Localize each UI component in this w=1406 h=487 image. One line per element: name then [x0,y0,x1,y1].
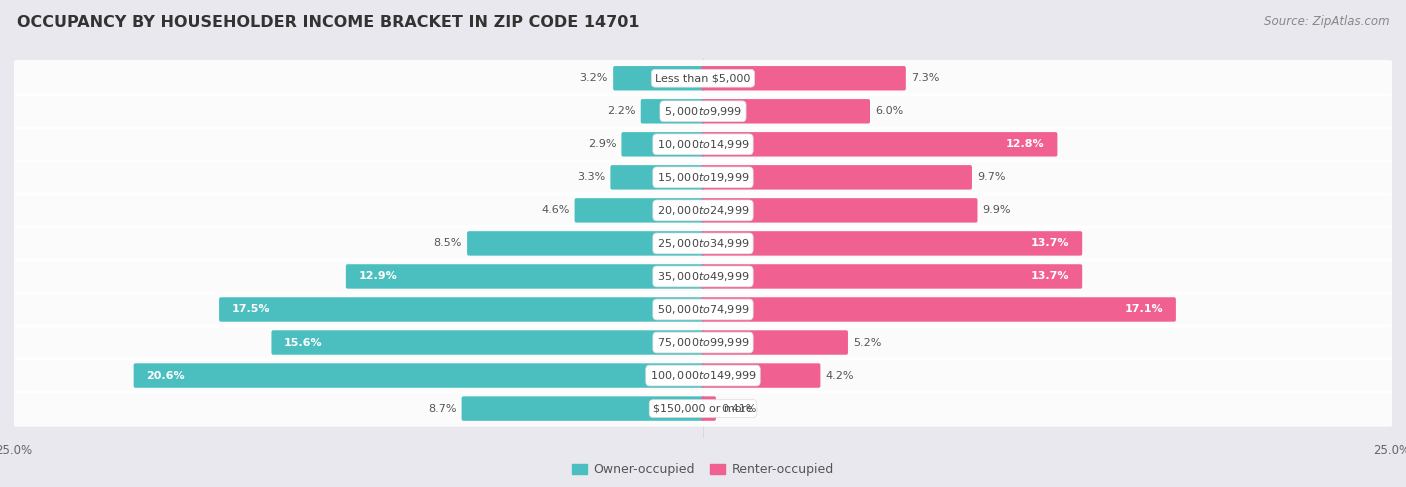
Text: 8.5%: 8.5% [433,239,461,248]
Text: 2.9%: 2.9% [588,139,616,150]
FancyBboxPatch shape [613,66,704,91]
Text: 3.2%: 3.2% [579,73,607,83]
Text: $10,000 to $14,999: $10,000 to $14,999 [657,138,749,151]
FancyBboxPatch shape [461,396,704,421]
Text: 0.41%: 0.41% [721,404,756,413]
FancyBboxPatch shape [13,357,1393,393]
Text: Source: ZipAtlas.com: Source: ZipAtlas.com [1264,15,1389,28]
FancyBboxPatch shape [702,66,905,91]
Text: 2.2%: 2.2% [607,106,636,116]
FancyBboxPatch shape [702,330,848,355]
FancyBboxPatch shape [13,192,1393,228]
Text: 8.7%: 8.7% [427,404,457,413]
Text: 13.7%: 13.7% [1031,271,1070,281]
Text: 17.5%: 17.5% [232,304,270,315]
Text: 13.7%: 13.7% [1031,239,1070,248]
FancyBboxPatch shape [702,297,1175,322]
FancyBboxPatch shape [13,258,1393,295]
FancyBboxPatch shape [702,198,977,223]
Text: $20,000 to $24,999: $20,000 to $24,999 [657,204,749,217]
FancyBboxPatch shape [610,165,704,189]
Text: $25,000 to $34,999: $25,000 to $34,999 [657,237,749,250]
Text: OCCUPANCY BY HOUSEHOLDER INCOME BRACKET IN ZIP CODE 14701: OCCUPANCY BY HOUSEHOLDER INCOME BRACKET … [17,15,640,30]
FancyBboxPatch shape [219,297,704,322]
FancyBboxPatch shape [702,396,716,421]
Text: 9.7%: 9.7% [977,172,1005,182]
FancyBboxPatch shape [621,132,704,156]
Text: $100,000 to $149,999: $100,000 to $149,999 [650,369,756,382]
FancyBboxPatch shape [13,93,1393,130]
FancyBboxPatch shape [702,165,972,189]
FancyBboxPatch shape [702,231,1083,256]
Text: 17.1%: 17.1% [1125,304,1163,315]
FancyBboxPatch shape [702,264,1083,289]
FancyBboxPatch shape [13,291,1393,328]
FancyBboxPatch shape [641,99,704,124]
FancyBboxPatch shape [467,231,704,256]
Text: 15.6%: 15.6% [284,337,323,348]
FancyBboxPatch shape [346,264,704,289]
Text: $35,000 to $49,999: $35,000 to $49,999 [657,270,749,283]
FancyBboxPatch shape [271,330,704,355]
Text: 4.6%: 4.6% [541,206,569,215]
FancyBboxPatch shape [702,132,1057,156]
Text: $5,000 to $9,999: $5,000 to $9,999 [664,105,742,118]
Legend: Owner-occupied, Renter-occupied: Owner-occupied, Renter-occupied [568,458,838,482]
FancyBboxPatch shape [13,126,1393,163]
FancyBboxPatch shape [702,99,870,124]
Text: $75,000 to $99,999: $75,000 to $99,999 [657,336,749,349]
Text: Less than $5,000: Less than $5,000 [655,73,751,83]
Text: 7.3%: 7.3% [911,73,939,83]
Text: 9.9%: 9.9% [983,206,1011,215]
Text: $150,000 or more: $150,000 or more [654,404,752,413]
Text: $15,000 to $19,999: $15,000 to $19,999 [657,171,749,184]
Text: 4.2%: 4.2% [825,371,853,380]
FancyBboxPatch shape [13,324,1393,361]
Text: 20.6%: 20.6% [146,371,186,380]
FancyBboxPatch shape [13,60,1393,96]
FancyBboxPatch shape [575,198,704,223]
Text: 6.0%: 6.0% [875,106,904,116]
FancyBboxPatch shape [13,225,1393,262]
FancyBboxPatch shape [702,363,820,388]
FancyBboxPatch shape [13,391,1393,427]
Text: 12.9%: 12.9% [359,271,398,281]
Text: 3.3%: 3.3% [576,172,605,182]
FancyBboxPatch shape [13,159,1393,195]
Text: $50,000 to $74,999: $50,000 to $74,999 [657,303,749,316]
FancyBboxPatch shape [134,363,704,388]
Text: 12.8%: 12.8% [1007,139,1045,150]
Text: 5.2%: 5.2% [853,337,882,348]
